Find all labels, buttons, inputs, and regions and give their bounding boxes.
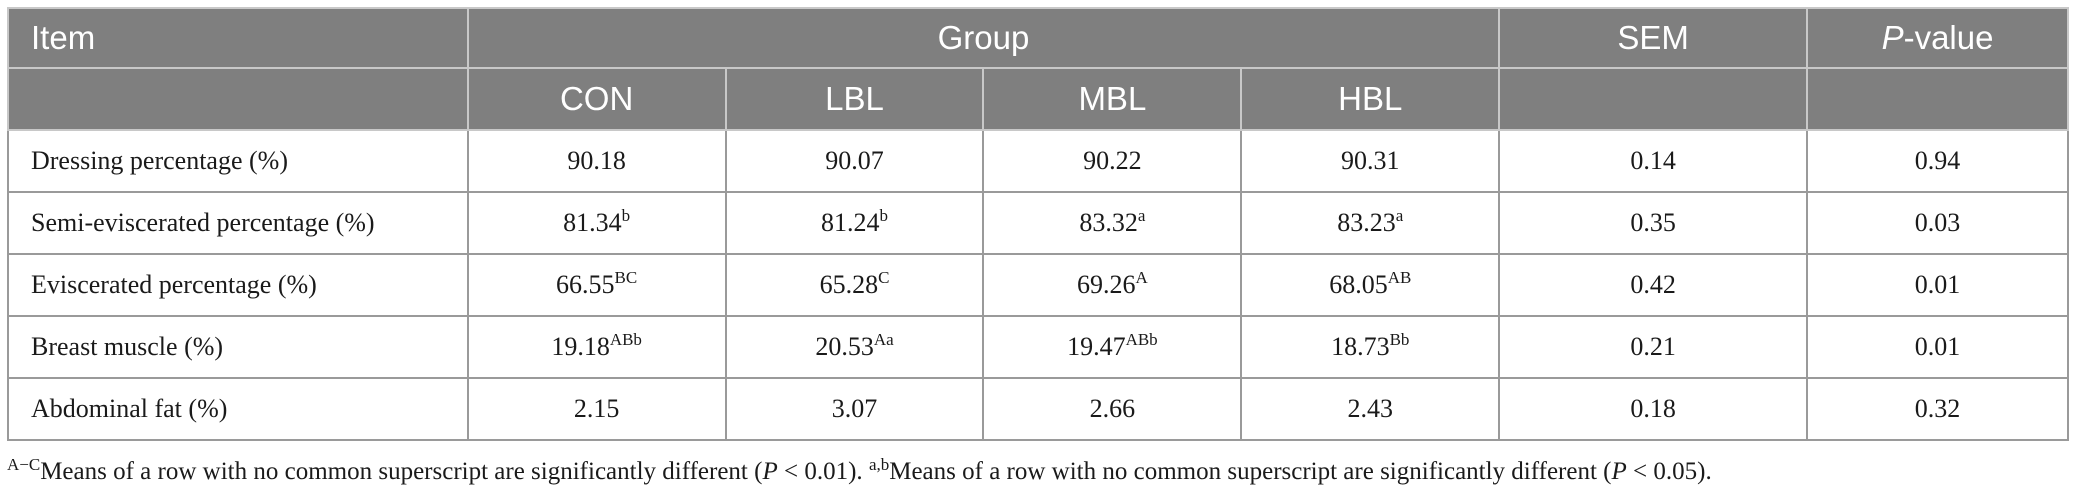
cell-value: 2.15 (573, 394, 620, 423)
cell-value: 90.18 (567, 146, 626, 175)
row-label: Abdominal fat (%) (7, 377, 469, 441)
cell-value: 81.24 (821, 208, 880, 237)
row-label: Dressing percentage (%) (7, 129, 469, 193)
cell-value: 68.05 (1329, 270, 1388, 299)
cell-superscript: AB (1387, 268, 1412, 287)
header-empty-sem (1498, 67, 1809, 131)
cell-value: 65.28 (819, 270, 879, 299)
cell-p-value: 0.01 (1806, 315, 2069, 379)
cell-mbl: 2.66 (982, 377, 1243, 441)
header-item: Item (7, 7, 469, 69)
cell-lbl: 65.28C (724, 253, 985, 317)
cell-lbl: 20.53Aa (724, 315, 985, 379)
cell-sem: 0.14 (1498, 129, 1809, 193)
cell-value: 2.43 (1347, 394, 1394, 423)
cell-value: 90.07 (825, 146, 884, 175)
header-empty-p (1806, 67, 2069, 131)
cell-superscript: A (1135, 268, 1148, 287)
cell-value: 69.26 (1076, 270, 1136, 299)
cell-value: 20.53 (815, 332, 874, 361)
cell-hbl: 18.73Bb (1240, 315, 1501, 379)
row-label: Breast muscle (%) (7, 315, 469, 379)
results-table: Item Group SEM P-value CON LBL MBL HBL D… (7, 7, 2069, 441)
footnote-p-1: P (762, 458, 778, 485)
cell-lbl: 3.07 (724, 377, 985, 441)
cell-p-value: 0.03 (1806, 191, 2069, 255)
header-p-rest: -value (1903, 19, 1994, 56)
table-footnote: A−CMeans of a row with no common supersc… (7, 455, 1712, 486)
header-row-top: Item Group SEM P-value (7, 7, 2069, 69)
cell-value: 66.55 (556, 270, 615, 299)
cell-mbl: 90.22 (982, 129, 1243, 193)
cell-superscript: Bb (1389, 330, 1410, 349)
cell-value: 90.22 (1083, 146, 1142, 175)
cell-lbl: 81.24b (724, 191, 985, 255)
cell-mbl: 83.32a (982, 191, 1243, 255)
cell-value: 19.18 (551, 332, 610, 361)
footnote-text-2: Means of a row with no common superscrip… (889, 458, 1612, 485)
cell-superscript: a (1137, 206, 1146, 225)
cell-value: 83.23 (1337, 208, 1396, 237)
cell-value: 2.66 (1089, 394, 1136, 423)
header-empty-item (7, 67, 469, 131)
cell-sem: 0.21 (1498, 315, 1809, 379)
cell-con: 19.18ABb (466, 315, 727, 379)
cell-superscript: a (1395, 206, 1404, 225)
footnote-text-1: Means of a row with no common superscrip… (40, 458, 763, 485)
cell-superscript: b (879, 206, 889, 225)
cell-superscript: BC (614, 268, 638, 287)
header-p-italic: P (1881, 19, 1904, 56)
cell-superscript: ABb (609, 330, 642, 349)
table-row: Abdominal fat (%) 2.15 3.07 2.66 2.43 0.… (7, 377, 2069, 441)
cell-value: 83.32 (1079, 208, 1138, 237)
cell-con: 2.15 (466, 377, 727, 441)
cell-p-value: 0.32 (1806, 377, 2069, 441)
cell-hbl: 2.43 (1240, 377, 1501, 441)
table-row: Semi-eviscerated percentage (%) 81.34b 8… (7, 191, 2069, 255)
cell-value: 3.07 (831, 394, 878, 423)
table-row: Eviscerated percentage (%) 66.55BC 65.28… (7, 253, 2069, 317)
cell-mbl: 19.47ABb (982, 315, 1243, 379)
header-group: Group (466, 7, 1501, 69)
cell-value: 90.31 (1341, 146, 1400, 175)
cell-hbl: 68.05AB (1240, 253, 1501, 317)
header-p-value: P-value (1806, 7, 2069, 69)
header-row-sub: CON LBL MBL HBL (7, 67, 2069, 131)
header-sem: SEM (1498, 7, 1809, 69)
cell-lbl: 90.07 (724, 129, 985, 193)
row-label: Semi-eviscerated percentage (%) (7, 191, 469, 255)
footnote-superscript-uppercase: A−C (7, 455, 41, 474)
header-group-con: CON (466, 67, 727, 131)
cell-superscript: b (621, 206, 631, 225)
header-group-lbl: LBL (724, 67, 985, 131)
cell-sem: 0.42 (1498, 253, 1809, 317)
table-container: Item Group SEM P-value CON LBL MBL HBL D… (7, 7, 2069, 441)
table-row: Dressing percentage (%) 90.18 90.07 90.2… (7, 129, 2069, 193)
cell-superscript: ABb (1125, 330, 1158, 349)
cell-hbl: 83.23a (1240, 191, 1501, 255)
header-group-mbl: MBL (982, 67, 1243, 131)
footnote-superscript-lowercase: a,b (868, 455, 890, 474)
cell-value: 19.47 (1067, 332, 1126, 361)
cell-value: 18.73 (1331, 332, 1390, 361)
cell-con: 81.34b (466, 191, 727, 255)
table-row: Breast muscle (%) 19.18ABb 20.53Aa 19.47… (7, 315, 2069, 379)
footnote-p-2: P (1611, 458, 1627, 485)
row-label: Eviscerated percentage (%) (7, 253, 469, 317)
cell-sem: 0.35 (1498, 191, 1809, 255)
cell-value: 81.34 (563, 208, 622, 237)
cell-con: 90.18 (466, 129, 727, 193)
cell-superscript: C (878, 268, 890, 287)
header-group-hbl: HBL (1240, 67, 1501, 131)
cell-con: 66.55BC (466, 253, 727, 317)
footnote-threshold-2: < 0.05). (1626, 458, 1712, 485)
footnote-threshold-1: < 0.01). (777, 458, 869, 485)
cell-p-value: 0.94 (1806, 129, 2069, 193)
cell-superscript: Aa (873, 330, 894, 349)
cell-sem: 0.18 (1498, 377, 1809, 441)
cell-mbl: 69.26A (982, 253, 1243, 317)
cell-hbl: 90.31 (1240, 129, 1501, 193)
cell-p-value: 0.01 (1806, 253, 2069, 317)
